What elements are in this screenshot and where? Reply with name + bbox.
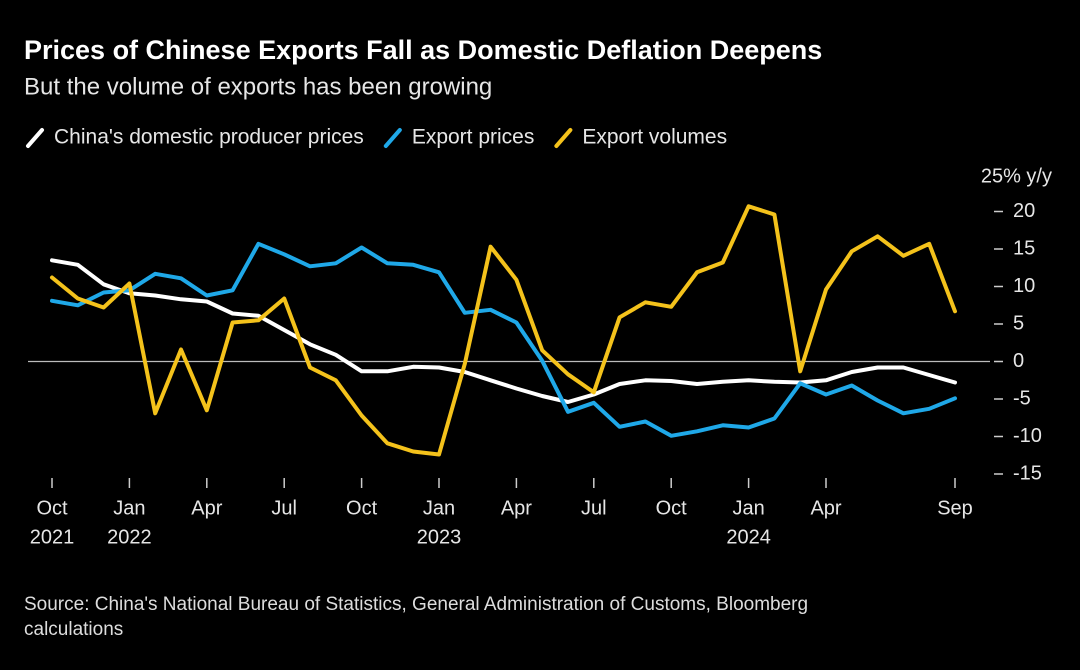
source-box: Source: China's National Bureau of Stati… xyxy=(24,594,809,640)
y-tick-label: -5 xyxy=(1013,387,1031,409)
series-line xyxy=(50,204,957,457)
x-tick-label: Sep xyxy=(937,497,973,519)
y-tick-label: -10 xyxy=(1013,425,1042,447)
series-line xyxy=(50,258,957,404)
x-tick-label: Oct xyxy=(656,497,688,519)
series-line xyxy=(50,241,957,438)
x-year-label: 2021 xyxy=(30,526,75,548)
x-tick-label: Jul xyxy=(581,497,607,519)
legend-swatch xyxy=(383,128,402,148)
x-tick-label: Oct xyxy=(36,497,68,519)
y-tick-label: -15 xyxy=(1013,462,1042,484)
legend-label: Export prices xyxy=(412,126,535,149)
legend: China's domestic producer prices Export p… xyxy=(26,126,727,149)
chart-title: Prices of Chinese Exports Fall as Domest… xyxy=(24,35,822,65)
x-tick-label: Jan xyxy=(732,497,764,519)
source: Source: China's National Bureau of Stati… xyxy=(24,594,809,640)
y-tick-label: 5 xyxy=(1013,312,1024,334)
y-tick-label: 10 xyxy=(1013,275,1035,297)
x-tick-label: Apr xyxy=(191,497,222,519)
legend-label: China's domestic producer prices xyxy=(54,126,364,149)
y-tick-label: 15 xyxy=(1013,237,1035,259)
x-year-label: 2024 xyxy=(726,526,771,548)
x-tick-label: Oct xyxy=(346,497,378,519)
x-year-label: 2022 xyxy=(107,526,152,548)
x-tick-label: Apr xyxy=(501,497,532,519)
y-tick-label: 20 xyxy=(1013,200,1035,222)
legend-swatch xyxy=(26,128,44,148)
x-tick-label: Jan xyxy=(423,497,455,519)
legend-swatch xyxy=(554,128,573,148)
y-tick-label: 0 xyxy=(1013,350,1024,372)
chart-subtitle: But the volume of exports has been growi… xyxy=(24,73,492,100)
x-tick-label: Jan xyxy=(113,497,145,519)
x-tick-label: Jul xyxy=(271,497,297,519)
x-tick-label: Apr xyxy=(810,497,841,519)
x-year-label: 2023 xyxy=(417,526,462,548)
y-tick-label: 25% y/y xyxy=(981,165,1052,187)
legend-label: Export volumes xyxy=(582,126,727,149)
